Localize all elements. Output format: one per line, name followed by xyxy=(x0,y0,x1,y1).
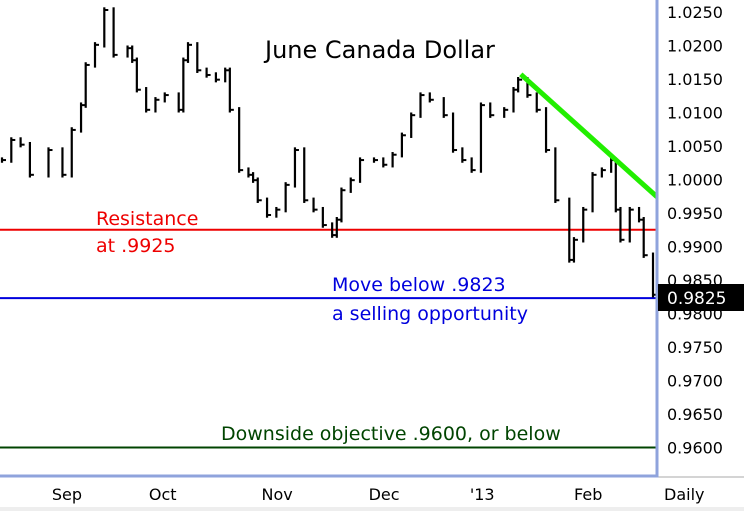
bottom-strip xyxy=(0,507,744,511)
plot-frame xyxy=(0,0,659,478)
y-tick-label: 1.0050 xyxy=(667,137,723,156)
x-tick-label: Dec xyxy=(369,485,400,504)
y-tick-label: 1.0100 xyxy=(667,104,723,123)
level-label: at .9925 xyxy=(96,235,176,257)
level-label: a selling opportunity xyxy=(332,303,528,325)
y-tick-label: 1.0250 xyxy=(667,3,723,22)
x-tick-label: Sep xyxy=(52,485,82,504)
x-tick-label: Oct xyxy=(149,485,177,504)
y-tick-label: 1.0200 xyxy=(667,37,723,56)
level-label: Resistance xyxy=(96,208,198,230)
y-tick-label: 0.9600 xyxy=(667,439,723,458)
last-price-label: 0.9825 xyxy=(667,289,726,309)
level-label: Move below .9823 xyxy=(332,274,506,296)
y-tick-label: 0.9650 xyxy=(667,405,723,424)
period-label: Daily xyxy=(664,485,704,504)
y-tick-label: 1.0000 xyxy=(667,171,723,190)
last-price-box xyxy=(658,284,744,311)
x-tick-label: '13 xyxy=(470,485,495,504)
x-tick-label: Nov xyxy=(262,485,293,504)
trend-line xyxy=(519,72,659,199)
chart-title: June Canada Dollar xyxy=(263,36,495,64)
y-tick-label: 1.0150 xyxy=(667,70,723,89)
y-tick-label: 0.9750 xyxy=(667,338,723,357)
y-tick-label: 0.9900 xyxy=(667,238,723,257)
y-tick-label: 0.9950 xyxy=(667,204,723,223)
x-tick-label: Feb xyxy=(574,485,602,504)
level-label: Downside objective .9600, or below xyxy=(221,423,561,445)
y-tick-label: 0.9700 xyxy=(667,372,723,391)
